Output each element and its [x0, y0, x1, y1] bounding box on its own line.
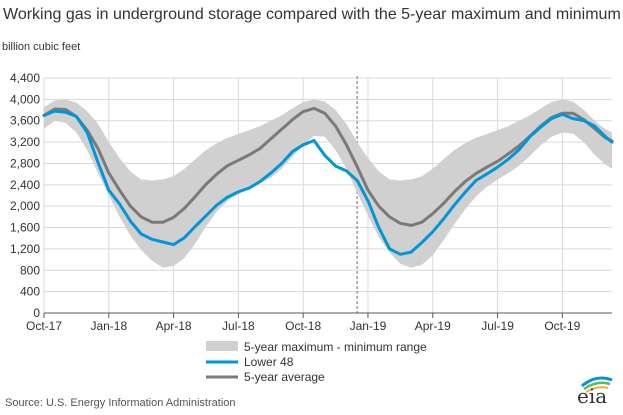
- y-tick-label: 0: [33, 306, 40, 320]
- y-tick-label: 3,200: [10, 135, 40, 149]
- legend-swatch-range: [206, 341, 238, 351]
- x-tick-label: Oct-19: [544, 319, 580, 333]
- x-tick-label: Jan-18: [90, 319, 127, 333]
- y-tick-label: 4,400: [10, 71, 40, 85]
- eia-logo-text: eia: [577, 384, 608, 408]
- x-tick-label: Jul-19: [481, 319, 514, 333]
- y-tick-label: 1,600: [10, 221, 40, 235]
- y-tick-label: 2,400: [10, 178, 40, 192]
- range-band-layer: [44, 99, 612, 268]
- x-tick-label: Apr-18: [156, 319, 192, 333]
- chart-title: Working gas in underground storage compa…: [3, 6, 621, 23]
- x-tick-label: Jan-19: [350, 319, 387, 333]
- legend-label: 5-year maximum - minimum range: [244, 340, 427, 354]
- y-tick-label: 3,600: [10, 114, 40, 128]
- range-band-area: [44, 99, 612, 268]
- legend-label: Lower 48: [244, 355, 294, 369]
- series-lines-layer: [42, 106, 614, 256]
- x-tick-label: Oct-18: [285, 319, 321, 333]
- x-tick-label: Oct-17: [26, 319, 62, 333]
- y-axis: 0 400 800 1,200 1,600 2,000 2,400 2,800 3,200 3,6…: [10, 71, 40, 320]
- source-note: Source: U.S. Energy Information Administ…: [5, 397, 236, 409]
- x-axis: Oct-17 Jan-18 Apr-18 Jul-18 Oct-18 Jan-19 Apr-…: [26, 312, 612, 333]
- x-tick-label: Apr-19: [415, 319, 451, 333]
- five-year-average-line: [42, 106, 614, 227]
- legend-label: 5-year average: [244, 370, 325, 384]
- eia-logo-icon: [581, 376, 613, 393]
- y-tick-label: 2,800: [10, 156, 40, 170]
- y-axis-unit-label: billion cubic feet: [2, 41, 80, 53]
- y-tick-label: 400: [20, 285, 40, 299]
- y-tick-label: 800: [20, 263, 40, 277]
- y-tick-label: 4,000: [10, 92, 40, 106]
- lower-48-line: [42, 109, 614, 256]
- y-tick-label: 1,200: [10, 242, 40, 256]
- y-tick-label: 2,000: [10, 199, 40, 213]
- x-tick-label: Jul-18: [222, 319, 255, 333]
